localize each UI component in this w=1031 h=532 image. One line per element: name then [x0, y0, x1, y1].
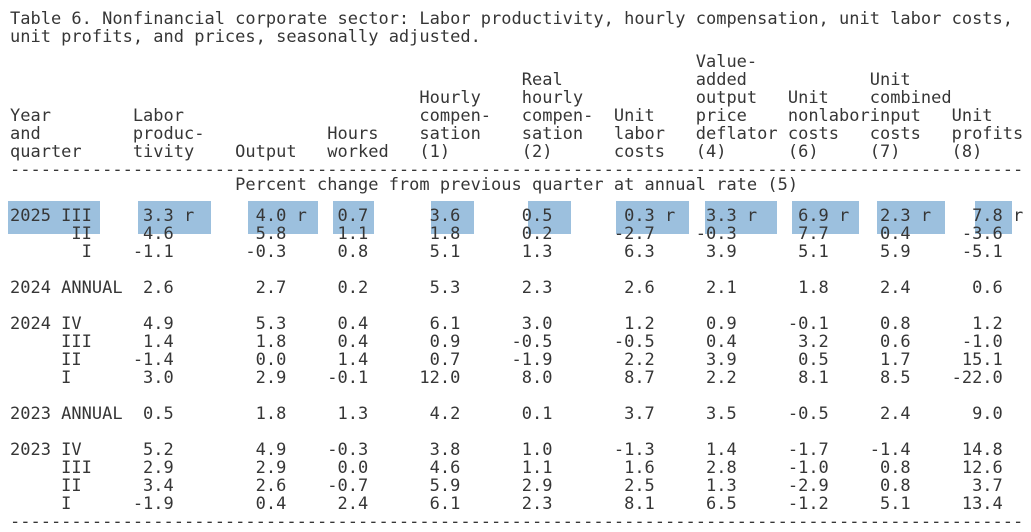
- table-row-II: II 4.6 5.8 1.1 1.8 0.2 -2.7 -0.3 7.7 0.4…: [10, 224, 1003, 244]
- blank-line: [10, 387, 1031, 405]
- table-row-I: I -1.1 -0.3 0.8 5.1 1.3 6.3 3.9 5.1 5.9 …: [10, 242, 1003, 262]
- table-row-I: I 3.0 2.9 -0.1 12.0 8.0 8.7 2.2 8.1 8.5 …: [10, 368, 1003, 388]
- header-line-6: quarter tivity Output worked (1) (2) cos…: [10, 142, 983, 162]
- selection-highlight: [430, 201, 474, 234]
- selection-highlight: [7, 201, 101, 234]
- header-line-4: Year Labor compen- compen- Unit price no…: [10, 106, 993, 126]
- table-row-I: I -1.9 0.4 2.4 6.1 2.3 8.1 6.5 -1.2 5.1 …: [10, 494, 1003, 514]
- header-line-1: Value-: [10, 52, 758, 72]
- table-row-II: II -1.4 0.0 1.4 0.7 -1.9 2.2 3.9 0.5 1.7…: [10, 350, 1003, 370]
- table-row-2023-ANNUAL: 2023 ANNUAL 0.5 1.8 1.3 4.2 0.1 3.7 3.5 …: [10, 404, 1003, 424]
- selection-highlight: [137, 201, 211, 234]
- table-row-2024-ANNUAL: 2024 ANNUAL 2.6 2.7 0.2 5.3 2.3 2.6 2.1 …: [10, 278, 1003, 298]
- blank-line: [10, 261, 1031, 279]
- blank-line: [10, 297, 1031, 315]
- header-line-3: Hourly hourly output Unit combined: [10, 88, 952, 108]
- selection-highlight: [704, 201, 777, 234]
- selection-highlight: [333, 201, 375, 234]
- selection-highlight: [248, 201, 319, 234]
- bottom-divider-line: ----------------------------------------…: [10, 512, 1024, 532]
- selection-highlight: [876, 201, 946, 234]
- header-divider-line: ----------------------------------------…: [10, 160, 1024, 180]
- selection-highlight: [975, 201, 1012, 234]
- table-title-line2: unit profits, and prices, seasonally adj…: [10, 27, 481, 47]
- blank-line: [10, 423, 1031, 441]
- header-line-2: Real added Unit: [10, 70, 911, 90]
- table-row-2024-IV: 2024 IV 4.9 5.3 0.4 6.1 3.0 1.2 0.9 -0.1…: [10, 314, 1003, 334]
- table-row-III: III 2.9 2.9 0.0 4.6 1.1 1.6 2.8 -1.0 0.8…: [10, 458, 1003, 478]
- selection-highlight: [527, 201, 571, 234]
- selection-highlight: [791, 201, 860, 234]
- table-row-2025-III: 2025 III 3.3 r 4.0 r 0.7 3.6 0.5 0.3 r 3…: [10, 206, 1024, 226]
- table-body: Value- Real added Unit Hourly hourly out…: [10, 53, 1031, 531]
- table-row-2023-IV: 2023 IV 5.2 4.9 -0.3 3.8 1.0 -1.3 1.4 -1…: [10, 440, 1003, 460]
- table-row-III: III 1.4 1.8 0.4 0.9 -0.5 -0.5 0.4 3.2 0.…: [10, 332, 1003, 352]
- header-line-5: and produc- Hours sation sation labor de…: [10, 124, 1024, 144]
- selection-highlight: [615, 201, 689, 234]
- table-title-line1: Table 6. Nonfinancial corporate sector: …: [10, 9, 1014, 29]
- table-row-II: II 3.4 2.6 -0.7 5.9 2.9 2.5 1.3 -2.9 0.8…: [10, 476, 1003, 496]
- spanner-line: Percent change from previous quarter at …: [10, 175, 799, 195]
